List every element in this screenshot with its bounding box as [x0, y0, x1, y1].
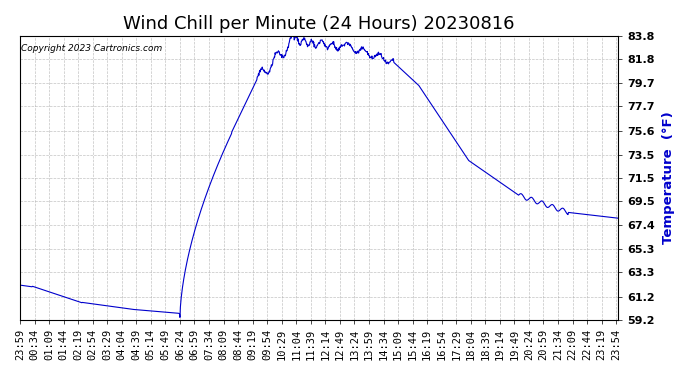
Title: Wind Chill per Minute (24 Hours) 20230816: Wind Chill per Minute (24 Hours) 2023081… — [124, 15, 515, 33]
Y-axis label: Temperature  (°F): Temperature (°F) — [662, 111, 675, 244]
Text: Copyright 2023 Cartronics.com: Copyright 2023 Cartronics.com — [21, 45, 162, 54]
